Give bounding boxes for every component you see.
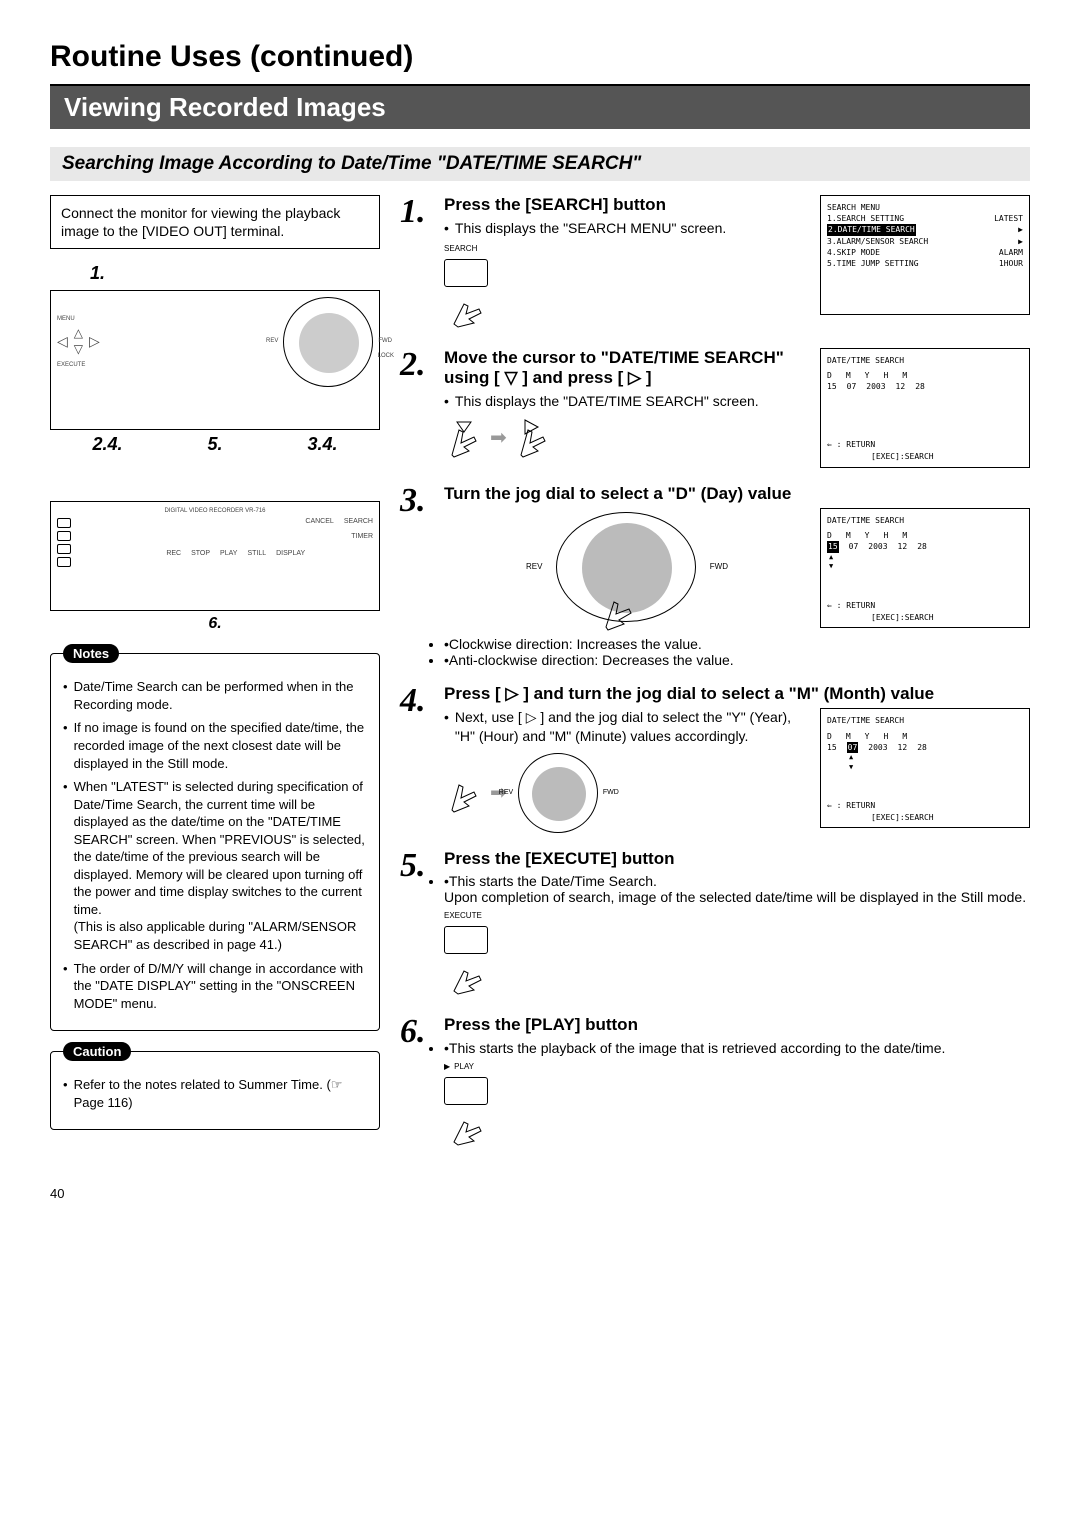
hand-icon [596, 592, 646, 632]
step-bullet: Anti-clockwise direction: Decreases the … [449, 652, 734, 668]
still-label: STILL [247, 550, 266, 557]
note-item: Date/Time Search can be performed when i… [74, 678, 367, 713]
fwd-label: FWD [378, 338, 392, 344]
step-1: 1. Press the [SEARCH] button •This displ… [400, 195, 1030, 332]
step-number: 2. [400, 348, 434, 468]
note-item: If no image is found on the specified da… [74, 719, 367, 772]
search-menu-screen: SEARCH MENU 1.SEARCH SETTINGLATEST 2.DAT… [820, 195, 1030, 315]
step-bullet: This starts the playback of the image th… [449, 1040, 945, 1056]
step-title: Turn the jog dial to select a "D" (Day) … [444, 484, 1030, 504]
search-label: SEARCH [344, 518, 373, 525]
step-3: 3. Turn the jog dial to select a "D" (Da… [400, 484, 1030, 668]
step-title: Press the [SEARCH] button [444, 195, 808, 215]
device-figure-bottom: DIGITAL VIDEO RECORDER VR-716 CANCEL SEA… [50, 501, 380, 611]
step-number: 4. [400, 684, 434, 833]
execute-button-figure [444, 926, 488, 954]
step-bullet: Clockwise direction: Increases the value… [449, 636, 702, 652]
search-btn-label: SEARCH [444, 244, 808, 253]
step-number: 6. [400, 1015, 434, 1149]
play-label: PLAY [220, 550, 237, 557]
display-label: DISPLAY [276, 550, 305, 557]
step-5: 5. Press the [EXECUTE] button •This star… [400, 849, 1030, 999]
hand-icon [444, 956, 494, 996]
step-bullet: This starts the Date/Time Search. Upon c… [444, 873, 1026, 905]
stop-label: STOP [191, 550, 210, 557]
execute-btn-label: EXECUTE [444, 911, 1030, 920]
page-number: 40 [50, 1186, 1030, 1201]
step-6: 6. Press the [PLAY] button •This starts … [400, 1015, 1030, 1149]
play-btn-label: PLAY [454, 1062, 474, 1071]
left-column: Connect the monitor for viewing the play… [50, 195, 380, 1166]
datetime-search-screen: DATE/TIME SEARCH DMYHM 150720031228 ▲▼ ⇐… [820, 708, 1030, 828]
arrow-right-icon: ➡ [490, 425, 507, 450]
timer-label: TIMER [351, 533, 373, 540]
fwd-label: FWD [710, 562, 728, 571]
menu-label: MENU [57, 316, 75, 322]
rev-label: REV [266, 338, 278, 344]
note-item: The order of D/M/Y will change in accord… [74, 960, 367, 1013]
cancel-label: CANCEL [305, 518, 333, 525]
caution-label: Caution [63, 1042, 131, 1061]
fwd-label: FWD [603, 789, 619, 796]
right-column: 1. Press the [SEARCH] button •This displ… [400, 195, 1030, 1166]
notes-box: Notes •Date/Time Search can be performed… [50, 653, 380, 1031]
fig1-label-2: 5. [207, 434, 222, 455]
step-number: 1. [400, 195, 434, 332]
fig1-label-3: 3.4. [307, 434, 337, 455]
step-bullet: This displays the "SEARCH MENU" screen. [455, 219, 726, 237]
fig2-ref: 6. [50, 615, 380, 633]
datetime-search-screen: DATE/TIME SEARCH DMYHM 150720031228 ⇐ : … [820, 348, 1030, 468]
device-figure-top: MENU ◁ △ ▽ ▷ EXECUTE [50, 290, 380, 430]
section-banner: Viewing Recorded Images [50, 86, 1030, 129]
step-title: Press the [EXECUTE] button [444, 849, 1030, 869]
rev-label: REV [499, 789, 513, 796]
hand-icon [513, 415, 553, 460]
datetime-search-screen: DATE/TIME SEARCH DMYHM 150720031228 ▲▼ ⇐… [820, 508, 1030, 628]
connect-note: Connect the monitor for viewing the play… [50, 195, 380, 249]
caution-box: Caution •Refer to the notes related to S… [50, 1051, 380, 1130]
fig1-ref: 1. [90, 263, 380, 284]
execute-label: EXECUTE [57, 362, 263, 368]
hand-icon [444, 415, 484, 460]
step-bullet: This displays the "DATE/TIME SEARCH" scr… [455, 392, 759, 410]
search-button-figure [444, 259, 488, 287]
device-model-label: DIGITAL VIDEO RECORDER VR-716 [57, 508, 373, 514]
play-icon: ▶ [444, 1062, 450, 1071]
rec-label: REC [166, 550, 181, 557]
play-button-figure [444, 1077, 488, 1105]
lock-label: LOCK [378, 353, 394, 359]
subsection-banner: Searching Image According to Date/Time "… [50, 147, 1030, 181]
rev-label: REV [526, 562, 542, 571]
page-title: Routine Uses (continued) [50, 40, 1030, 74]
hand-icon [444, 770, 484, 815]
step-number: 5. [400, 849, 434, 999]
caution-item: Refer to the notes related to Summer Tim… [74, 1076, 367, 1111]
step-title: Press [ ▷ ] and turn the jog dial to sel… [444, 684, 1030, 704]
step-4: 4. Press [ ▷ ] and turn the jog dial to … [400, 684, 1030, 833]
fig1-label-1: 2.4. [92, 434, 122, 455]
hand-icon [444, 1107, 494, 1147]
step-2: 2. Move the cursor to "DATE/TIME SEARCH"… [400, 348, 1030, 468]
jog-dial-figure [518, 753, 598, 833]
step-title: Press the [PLAY] button [444, 1015, 1030, 1035]
step-title: Move the cursor to "DATE/TIME SEARCH" us… [444, 348, 808, 389]
notes-label: Notes [63, 644, 119, 663]
hand-icon [444, 289, 494, 329]
step-bullet: Next, use [ ▷ ] and the jog dial to sele… [455, 708, 808, 744]
note-item: When "LATEST" is selected during specifi… [74, 778, 367, 953]
